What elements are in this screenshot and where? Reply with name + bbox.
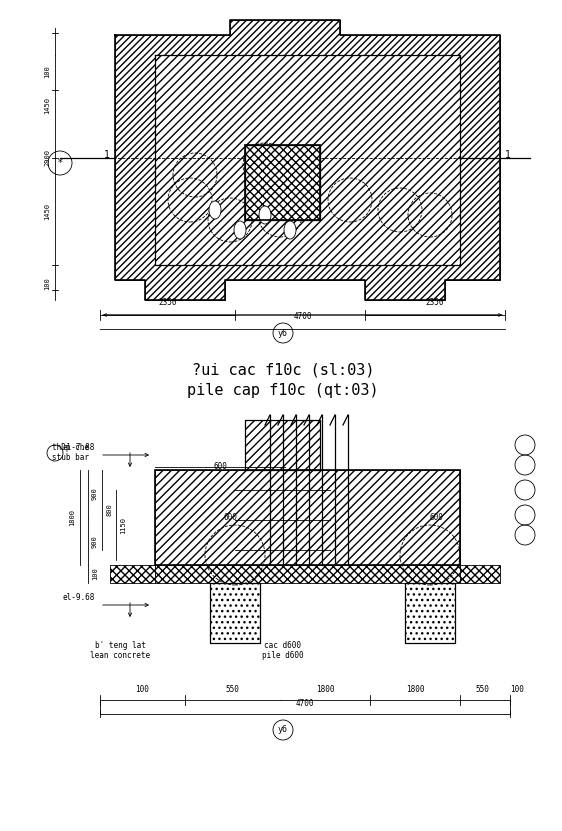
Text: 100: 100: [44, 278, 50, 290]
Ellipse shape: [284, 221, 296, 239]
Bar: [210, 583, 260, 643]
Text: y6: y6: [278, 328, 288, 337]
Text: 1800: 1800: [316, 685, 334, 694]
Text: 550: 550: [225, 685, 239, 694]
Text: 1150: 1150: [120, 517, 126, 534]
Text: el-9.68: el-9.68: [62, 593, 95, 602]
Text: 1: 1: [104, 150, 110, 160]
Bar: [245, 420, 320, 470]
Text: 900: 900: [92, 487, 98, 500]
Text: 100: 100: [510, 685, 524, 694]
Text: 100: 100: [92, 568, 98, 580]
Bar: [245, 145, 320, 220]
Bar: [155, 470, 460, 565]
Text: 1800: 1800: [69, 509, 75, 526]
Bar: [155, 470, 460, 565]
Text: 900: 900: [92, 535, 98, 548]
Text: y6: y6: [278, 725, 288, 735]
Text: 800: 800: [106, 504, 112, 516]
Text: 1450: 1450: [44, 203, 50, 219]
Text: 100: 100: [135, 685, 149, 694]
Text: 100: 100: [44, 66, 50, 78]
Text: b' teng lat: b' teng lat: [94, 641, 146, 650]
Ellipse shape: [209, 201, 221, 219]
Text: lean concrete: lean concrete: [90, 652, 150, 661]
Bar: [405, 583, 455, 643]
Text: el-7.88: el-7.88: [62, 442, 95, 451]
Text: 4700: 4700: [296, 699, 314, 708]
Polygon shape: [115, 20, 500, 300]
Text: ?ui cac f10c (sl:03): ?ui cac f10c (sl:03): [192, 362, 374, 377]
Text: 600: 600: [430, 513, 444, 522]
Bar: [405, 583, 455, 643]
Ellipse shape: [234, 221, 246, 239]
Bar: [210, 583, 260, 643]
Text: 600: 600: [213, 462, 227, 471]
Text: thDp che: thDp che: [52, 442, 88, 451]
Bar: [245, 420, 320, 470]
Text: pile d600: pile d600: [262, 652, 304, 661]
Text: 600: 600: [223, 513, 237, 522]
Text: 2900: 2900: [44, 150, 50, 166]
Bar: [460, 565, 500, 583]
Bar: [155, 565, 460, 583]
Text: 1800: 1800: [406, 685, 424, 694]
Bar: [110, 565, 155, 583]
Bar: [155, 55, 460, 265]
Text: 4700: 4700: [293, 312, 312, 321]
Bar: [245, 145, 320, 220]
Text: pile cap f10c (qt:03): pile cap f10c (qt:03): [187, 382, 379, 397]
Text: *: *: [58, 158, 62, 168]
Text: 2350: 2350: [426, 298, 444, 307]
Text: 550: 550: [475, 685, 489, 694]
Ellipse shape: [259, 206, 271, 224]
Text: 2350: 2350: [158, 298, 177, 307]
Text: stub bar: stub bar: [52, 454, 88, 463]
Text: cac d600: cac d600: [265, 641, 301, 650]
Text: 1: 1: [505, 150, 511, 160]
Text: 1450: 1450: [44, 97, 50, 115]
